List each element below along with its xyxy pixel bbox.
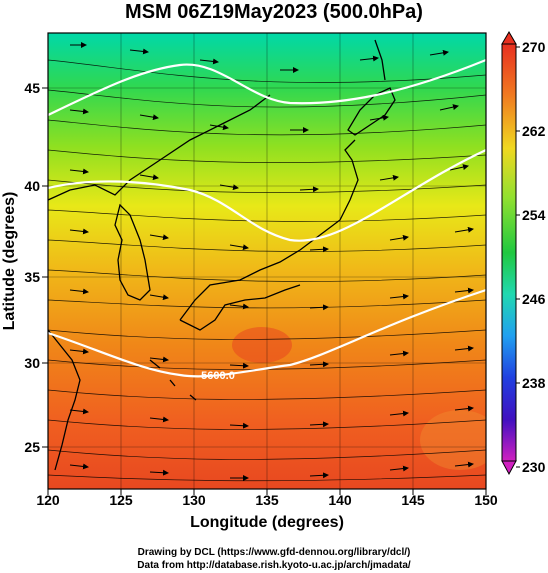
- y-tick: 45: [24, 80, 40, 96]
- map-title: MSM 06Z19May2023 (500.0hPa): [125, 1, 423, 23]
- colorbar-tick: 254: [522, 207, 546, 223]
- x-tick: 120: [36, 492, 60, 508]
- colorbar-top-arrow: [501, 31, 517, 45]
- credit-drawing: Drawing by DCL (https://www.gfd-dennou.o…: [137, 547, 411, 558]
- x-tick-labels: 120 125 130 135 140 145 150: [36, 492, 498, 508]
- x-tick: 140: [328, 492, 352, 508]
- y-tick: 25: [24, 439, 40, 455]
- x-tick: 135: [255, 492, 279, 508]
- colorbar-tick: 270: [522, 39, 546, 55]
- y-tick-labels: 45 40 35 30 25: [24, 80, 40, 455]
- grid-lines: [48, 33, 486, 489]
- colorbar-tick: 238: [522, 375, 546, 391]
- colorbar: 270 262 254 246 238 230: [501, 31, 546, 476]
- x-tick: 150: [474, 492, 498, 508]
- x-tick: 130: [182, 492, 206, 508]
- streamlines: [48, 59, 486, 482]
- contour-label: 5600.0: [201, 370, 235, 382]
- x-tick-marks: [47, 489, 487, 495]
- wind-arrows: [69, 42, 474, 481]
- colorbar-tick: 230: [522, 459, 546, 475]
- y-tick: 40: [24, 178, 40, 194]
- colorbar-tick: 262: [522, 123, 546, 139]
- coastlines: [48, 39, 396, 471]
- colorbar-bar: [501, 43, 517, 462]
- y-axis-title: Latitude (degrees): [1, 192, 18, 331]
- height-contours: [48, 58, 486, 378]
- y-tick-marks: [42, 87, 48, 448]
- x-tick: 145: [401, 492, 425, 508]
- credit-data: Data from http://database.rish.kyoto-u.a…: [137, 560, 411, 571]
- y-tick: 35: [24, 269, 40, 285]
- x-axis-title: Longitude (degrees): [190, 514, 344, 531]
- colorbar-tick: 246: [522, 291, 546, 307]
- y-tick: 30: [24, 355, 40, 371]
- x-tick: 125: [109, 492, 133, 508]
- colorbar-bottom-arrow: [501, 460, 517, 476]
